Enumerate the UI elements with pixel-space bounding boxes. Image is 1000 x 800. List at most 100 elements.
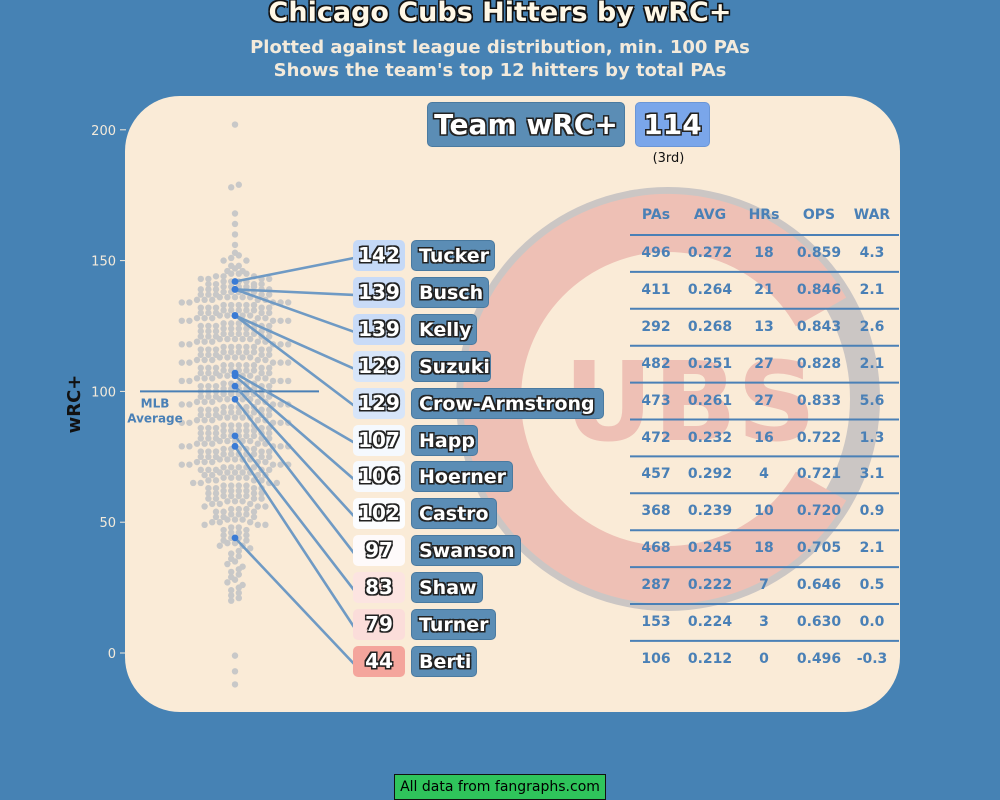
league-dot: [262, 356, 269, 364]
league-dot: [250, 513, 258, 521]
league-dot: [186, 377, 193, 385]
league-dot: [258, 369, 265, 377]
table-cell-hrs: 7: [759, 577, 769, 594]
league-dot: [266, 351, 273, 358]
connector-line: [233, 435, 356, 591]
league-dot: [201, 314, 208, 322]
league-dot: [266, 369, 273, 377]
league-dot: [212, 430, 220, 437]
league-dot: [266, 448, 273, 455]
league-dot: [239, 498, 246, 505]
league-dot: [243, 511, 250, 518]
table-cell-pas: 457: [641, 466, 671, 483]
league-dot: [197, 479, 204, 487]
league-dot: [220, 474, 227, 481]
league-dot: [231, 576, 239, 583]
league-dot: [235, 584, 242, 591]
player-wrc-value: 129: [353, 350, 405, 382]
league-dot: [205, 309, 212, 317]
table-cell-ops: 0.646: [796, 577, 842, 594]
league-dot: [277, 461, 284, 468]
league-dot: [205, 369, 212, 377]
league-dot: [220, 492, 227, 500]
player-wrc-value: 142: [353, 240, 405, 271]
league-dot: [262, 521, 269, 529]
league-dot: [247, 312, 254, 319]
player-wrc-value: 79: [353, 609, 405, 640]
table-cell-ops: 0.722: [796, 429, 842, 446]
logo-letters: UBS: [564, 338, 816, 466]
league-dot: [269, 461, 277, 468]
league-dot: [209, 314, 216, 322]
league-dot: [243, 307, 250, 314]
player-wrc-value: 102: [353, 498, 405, 530]
league-dot: [228, 270, 235, 277]
league-dot: [186, 443, 193, 450]
league-dot: [220, 343, 227, 351]
league-dot: [228, 529, 235, 536]
league-dot: [224, 539, 231, 547]
league-dot: [250, 445, 258, 453]
team-wrc-label: Team wRC+: [427, 102, 625, 147]
league-dot: [220, 464, 227, 471]
table-cell-war: 2.1: [859, 355, 885, 372]
table-cell-pas: 287: [641, 577, 671, 594]
connector-line: [234, 314, 355, 370]
league-dot: [216, 469, 223, 476]
league-dot: [273, 479, 280, 487]
league-dot: [220, 450, 227, 458]
league-dot: [209, 471, 216, 479]
league-dot: [243, 422, 250, 429]
table-cell-hrs: 0: [759, 650, 769, 667]
table-cell-ops: 0.496: [796, 650, 842, 667]
connector-line: [234, 256, 355, 283]
connector-line: [234, 385, 355, 518]
table-cell-war: 2.1: [859, 281, 885, 298]
y-tick-label: 0: [108, 647, 116, 662]
league-dot: [243, 348, 250, 356]
league-dot: [205, 466, 212, 474]
league-dot: [235, 553, 242, 560]
league-dot: [247, 500, 254, 508]
league-dot: [243, 362, 250, 369]
league-dot: [228, 511, 235, 518]
league-dot: [228, 450, 235, 458]
league-dot: [220, 422, 227, 429]
player-name-label: Happ: [411, 424, 478, 456]
league-dot: [239, 354, 246, 361]
y-tick-label: 50: [99, 516, 116, 531]
league-dot: [228, 587, 235, 594]
league-dot: [228, 184, 235, 191]
player-wrc-value: 44: [353, 645, 405, 677]
player-wrc-value: 139: [353, 276, 405, 308]
league-dot: [231, 231, 239, 238]
team-player-dot: [231, 278, 239, 285]
league-dot: [224, 498, 231, 505]
league-dot: [212, 508, 220, 515]
league-dot: [224, 456, 231, 463]
league-dot: [250, 432, 258, 440]
league-dot: [285, 341, 292, 348]
league-dot: [254, 503, 261, 510]
league-dot: [228, 592, 235, 599]
league-dot: [262, 375, 269, 382]
league-dot: [266, 453, 273, 460]
table-header-hrs: HRs: [748, 207, 780, 223]
league-dot: [235, 524, 242, 531]
league-dot: [228, 597, 235, 604]
league-dot: [250, 301, 258, 309]
league-dot: [228, 307, 235, 314]
league-dot: [212, 322, 220, 330]
league-dot: [285, 317, 292, 324]
league-dot: [197, 328, 204, 335]
league-dot: [228, 330, 235, 338]
league-dot: [178, 419, 185, 426]
mlb-average-label-line1: MLB: [141, 396, 170, 410]
table-header-pas: PAs: [641, 207, 671, 223]
league-dot: [228, 422, 235, 429]
team-player-dot: [231, 382, 239, 390]
team-player-dot: [231, 285, 239, 293]
league-dot: [266, 346, 273, 353]
league-dot: [262, 314, 269, 322]
league-dot: [220, 526, 227, 534]
